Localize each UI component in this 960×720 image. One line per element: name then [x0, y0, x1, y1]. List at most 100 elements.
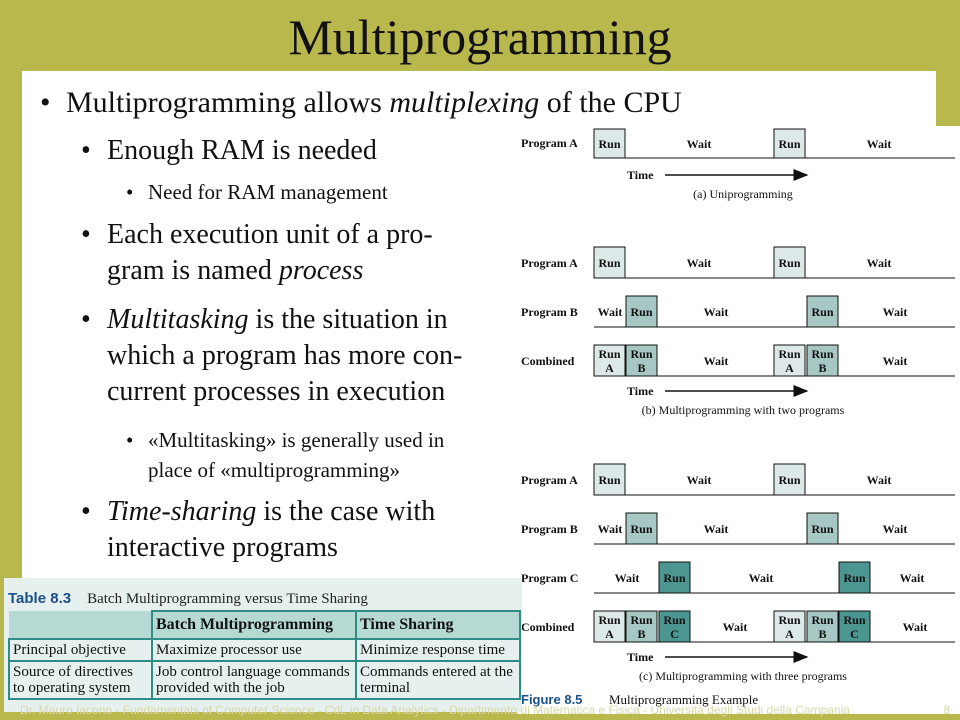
run-b-label: B [818, 627, 826, 641]
bullet-multiprogramming: • Multiprogramming allows multiplexing o… [40, 86, 682, 119]
label-program-a: Program A [521, 256, 578, 270]
wait-label: Wait [900, 571, 925, 585]
wait-label: Wait [867, 256, 892, 270]
wait-label: Wait [867, 137, 892, 151]
label-program-a: Program A [521, 136, 578, 150]
run-label: Run [778, 256, 800, 270]
bullet-process: • Each execution unit of a pro- gram is … [81, 219, 433, 286]
panel-c-caption: (c) Multiprogramming with three programs [639, 669, 847, 683]
page-number: 8 [943, 703, 950, 717]
run-block-b [625, 344, 658, 377]
run-block-c [658, 610, 691, 643]
run-block-b [625, 610, 658, 643]
figure-caption-label: Figure 8.5 [521, 692, 582, 707]
wait-label: Wait [704, 354, 729, 368]
run-label: Run [843, 613, 865, 627]
comparison-table: Batch Multiprogramming Time Sharing Prin… [8, 610, 521, 700]
run-label: Run [811, 613, 833, 627]
run-label: Run [630, 305, 652, 319]
wait-label: Wait [687, 137, 712, 151]
bullet-icon: • [81, 135, 91, 166]
run-block-a [593, 610, 626, 643]
label-program-b: Program B [521, 522, 578, 536]
comparison-table-panel: Table 8.3 Batch Multiprogramming versus T… [4, 578, 522, 712]
table-row: Source of directives to operating system… [8, 660, 521, 700]
timeline-diagram: Program A Run Wait Run Wait Time (a) Uni… [521, 128, 955, 707]
table-cell: Job control language commands provided w… [151, 660, 357, 700]
label-program-a: Program A [521, 473, 578, 487]
run-c-label: C [670, 627, 679, 641]
run-a-label: A [785, 627, 794, 641]
table-header-cell: Time Sharing [355, 610, 521, 640]
table-header-cell: Batch Multiprogramming [151, 610, 357, 640]
wait-label: Wait [867, 473, 892, 487]
run-b-label: B [818, 361, 826, 375]
label-combined: Combined [521, 620, 575, 634]
run-label: Run [778, 473, 800, 487]
bullet-icon: • [126, 428, 134, 452]
panel-b-caption: (b) Multiprogramming with two programs [642, 403, 845, 417]
run-block-c [838, 610, 871, 643]
run-label: Run [598, 137, 620, 151]
run-a-label: A [605, 361, 614, 375]
run-label: Run [598, 256, 620, 270]
run-block-a [593, 128, 626, 159]
run-c-label: C [850, 627, 859, 641]
table-cell: Minimize response time [355, 638, 521, 662]
wait-label: Wait [883, 522, 908, 536]
wait-label: Wait [598, 522, 623, 536]
slide-title: Multiprogramming [288, 9, 672, 65]
wait-label: Wait [883, 305, 908, 319]
run-label: Run [630, 522, 652, 536]
run-block-a [593, 344, 626, 377]
run-label: Run [663, 571, 685, 585]
label-program-b: Program B [521, 305, 578, 319]
run-label: Run [630, 613, 652, 627]
run-label: Run [778, 613, 800, 627]
table-header-empty [9, 611, 152, 639]
run-label: Run [598, 613, 620, 627]
table-row: Principal objective Maximize processor u… [8, 638, 521, 662]
wait-label: Wait [903, 620, 928, 634]
panel-a-caption: (a) Uniprogramming [693, 187, 793, 201]
wait-label: Wait [749, 571, 774, 585]
bullet-icon: • [81, 219, 91, 250]
run-block-a [773, 610, 806, 643]
bullet-icon: • [81, 496, 91, 527]
run-b-label: B [637, 361, 645, 375]
wait-label: Wait [883, 354, 908, 368]
time-label: Time [627, 384, 654, 398]
bullet-ram-management: • Need for RAM management [126, 177, 388, 207]
wait-label: Wait [704, 522, 729, 536]
table-cell: Commands entered at the terminal [355, 660, 521, 700]
run-block-c [838, 561, 871, 594]
run-block-a [773, 463, 806, 496]
run-block-a [773, 128, 806, 159]
run-block-c [658, 561, 691, 594]
run-block-b [806, 344, 839, 377]
figure-caption-text: Multiprogramming Example [609, 692, 758, 707]
run-label: Run [778, 347, 800, 361]
wait-label: Wait [598, 305, 623, 319]
bullet-multitasking: • Multitasking is the situation in which… [81, 304, 463, 407]
multiprogramming-figure: Program A Run Wait Run Wait Time (a) Uni… [517, 126, 960, 714]
bullet-time-sharing: • Time-sharing is the case with interact… [81, 496, 436, 563]
table-cell: Maximize processor use [151, 638, 357, 662]
bullet-enough-ram: • Enough RAM is needed [81, 133, 377, 169]
run-block-a [593, 246, 626, 279]
run-block-b [625, 295, 658, 328]
bullet-icon: • [40, 86, 51, 119]
run-label: Run [811, 347, 833, 361]
bullet-icon: • [126, 180, 134, 204]
run-b-label: B [637, 627, 645, 641]
run-a-label: A [785, 361, 794, 375]
table-cell: Principal objective [8, 638, 153, 662]
time-label: Time [627, 650, 654, 664]
run-label: Run [598, 473, 620, 487]
table-header-row: Batch Multiprogramming Time Sharing [9, 610, 521, 640]
time-label: Time [627, 168, 654, 182]
wait-label: Wait [687, 473, 712, 487]
run-label: Run [598, 347, 620, 361]
wait-label: Wait [704, 305, 729, 319]
run-label: Run [663, 613, 685, 627]
